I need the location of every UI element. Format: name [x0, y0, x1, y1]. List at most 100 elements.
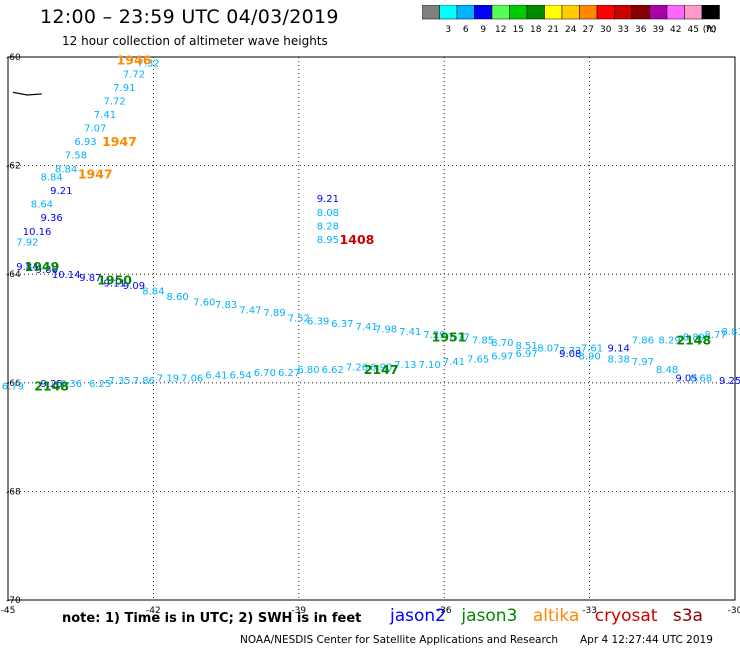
swh-value-label: 7.41 — [443, 357, 465, 368]
swh-colorbar: 3 6 9 12 15 18 21 24 27 30 33 36 39 42 45 70(ft) — [422, 5, 720, 35]
legend-jason3: jason3 — [461, 606, 518, 626]
swh-value-label: 7.06 — [181, 373, 203, 384]
lat-tick-label: -66 — [6, 379, 21, 389]
colorbar-tick-label: 30 — [600, 25, 612, 35]
pass-time-label: 1947 — [102, 134, 137, 149]
colorbar-tick-label: 15 — [513, 25, 524, 35]
swh-value-label: 7.41 — [399, 327, 421, 338]
swh-value-label: 9.11 — [103, 278, 125, 289]
swh-value-label: 7.58 — [65, 151, 87, 162]
swh-value-label: 9.84 — [16, 262, 38, 273]
swh-value-label: 7.89 — [263, 308, 285, 319]
lon-tick-label: -33 — [582, 606, 597, 616]
lon-tick-label: -36 — [437, 606, 452, 616]
swh-value-label: 6.36 — [60, 379, 82, 390]
swh-value-label: 7.98 — [375, 325, 397, 336]
swh-value-label: 8.77 — [704, 330, 726, 341]
swh-value-label: 9.05 — [675, 373, 697, 384]
colorbar-tick-label: 45 — [688, 25, 699, 35]
lat-tick-label: -64 — [6, 270, 21, 280]
swh-value-label: 8.84 — [142, 286, 164, 297]
swh-value-label: 8.70 — [491, 338, 513, 349]
swh-value-label: 6.97 — [491, 352, 513, 363]
swh-value-label: 7.47 — [239, 305, 261, 316]
swh-value-label: 7.72 — [123, 69, 145, 80]
colorbar-tick-label: 42 — [670, 25, 681, 35]
colorbar-swatch — [561, 5, 580, 20]
pass-time-label: 1951 — [432, 330, 467, 345]
pass-time-label: 1950 — [97, 273, 132, 288]
swh-value-label: 7.97 — [632, 357, 654, 368]
swh-value-label: 8.64 — [31, 200, 53, 211]
swh-value-label: 9.21 — [317, 194, 339, 205]
swh-value-label: 9.86 — [36, 265, 58, 276]
lat-tick-label: -60 — [6, 53, 21, 63]
swh-value-label: 7.91 — [113, 83, 135, 94]
colorbar-swatch — [544, 5, 563, 20]
swh-value-label: 6.27 — [278, 368, 300, 379]
swh-value-label: 9.08 — [559, 349, 581, 360]
swh-value-label: 9.21 — [50, 186, 72, 197]
swh-value-label: 8.68 — [690, 373, 712, 384]
map-frame — [7, 56, 736, 601]
swh-value-label: 6.41 — [205, 371, 227, 382]
swh-value-label: 7.65 — [467, 354, 489, 365]
satellite-legend: jason2 jason3 altika cryosat s3a — [390, 606, 713, 626]
lon-tick-label: -42 — [146, 606, 161, 616]
swh-value-label: 6.25 — [89, 379, 111, 390]
swh-value-label: 7.83 — [215, 300, 237, 311]
colorbar-swatch — [422, 5, 440, 20]
swh-value-label: 7.07 — [84, 124, 106, 135]
swh-value-label: 6.70 — [254, 368, 276, 379]
swh-value-label: 7.10 — [419, 360, 441, 371]
pass-time-label: 2148 — [676, 332, 711, 347]
swh-value-label: 8.60 — [167, 292, 189, 303]
colorbar-swatch — [596, 5, 615, 20]
swh-value-label: 8.29 — [658, 335, 680, 346]
lat-tick-label: -68 — [6, 487, 21, 497]
pass-time-label: 1408 — [340, 232, 375, 247]
lat-tick-label: -70 — [6, 596, 21, 606]
swh-value-label: 9.87 — [79, 273, 101, 284]
swh-value-label: 7.32 — [137, 58, 159, 69]
colorbar-tick-label: 3 — [445, 25, 451, 35]
page-subtitle: 12 hour collection of altimeter wave hei… — [62, 34, 328, 48]
swh-value-label: 6.79 — [2, 382, 24, 393]
colorbar-unit: (ft) — [703, 25, 717, 35]
swh-value-label: 6.90 — [370, 363, 392, 374]
swh-value-label: 8.48 — [656, 365, 678, 376]
swh-value-label: 9.25 — [719, 376, 740, 387]
swh-value-label: 6.62 — [322, 365, 344, 376]
swh-value-label: 8.38 — [608, 354, 630, 365]
generated-timestamp: Apr 4 12:27:44 UTC 2019 — [580, 634, 713, 646]
colorbar-swatch — [491, 5, 510, 20]
swh-value-label: 8.81 — [721, 327, 740, 338]
swh-value-label: 7.41 — [356, 322, 378, 333]
colorbar-swatch — [684, 5, 703, 20]
colorbar-swatch — [614, 5, 633, 20]
swh-value-label: 6.93 — [74, 137, 96, 148]
colorbar-swatch — [666, 5, 685, 20]
footer-note: note: 1) Time is in UTC; 2) SWH is in fe… — [62, 611, 362, 626]
swh-value-label: 6.80 — [297, 365, 319, 376]
swh-value-label: 7.86 — [632, 335, 654, 346]
colorbar-swatch — [526, 5, 545, 20]
colorbar-swatch — [631, 5, 650, 20]
pass-time-label: 2147 — [364, 362, 399, 377]
swh-value-label: 6.39 — [307, 316, 329, 327]
colorbar-swatch — [439, 5, 458, 20]
swh-value-label: 7.61 — [581, 344, 603, 355]
legend-altika: altika — [532, 606, 580, 626]
swh-value-label: 8.84 — [55, 164, 77, 175]
swh-value-label: 7.77 — [448, 333, 470, 344]
swh-value-label: 8.89 — [683, 333, 705, 344]
swh-value-label: 7.13 — [394, 360, 416, 371]
colorbar-tick-label: 18 — [530, 25, 542, 35]
credit-line: NOAA/NESDIS Center for Satellite Applica… — [240, 634, 558, 646]
colorbar-tick-label: 12 — [495, 25, 506, 35]
swh-value-label: 8.08 — [317, 208, 339, 219]
swh-value-label: 8.28 — [317, 221, 339, 232]
colorbar-swatch — [579, 5, 598, 20]
swh-value-label: 7.19 — [157, 373, 179, 384]
